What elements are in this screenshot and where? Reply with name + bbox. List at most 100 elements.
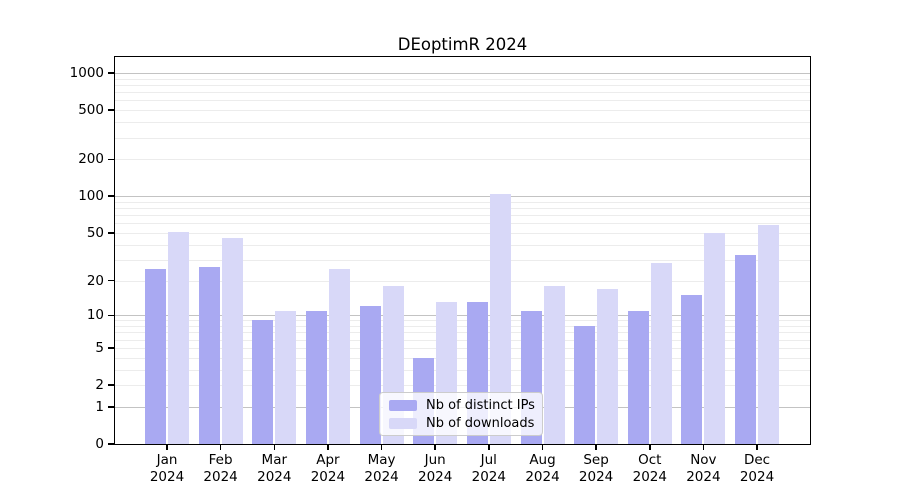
- bar-mar-downloads: [275, 310, 297, 444]
- x-tick-label: Jan 2024: [149, 452, 185, 485]
- gridline-minor: [115, 110, 810, 112]
- gridline-minor: [115, 369, 810, 371]
- y-tick-mark: [108, 195, 115, 197]
- x-tick-mark: [166, 444, 168, 450]
- gridline-minor: [115, 332, 810, 334]
- gridline-minor: [115, 208, 810, 209]
- x-tick-mark: [649, 444, 651, 450]
- x-tick-mark: [434, 444, 436, 450]
- gridline-minor: [115, 122, 810, 124]
- y-tick-mark: [108, 384, 115, 386]
- x-tick-label: Aug 2024: [525, 452, 560, 485]
- x-tick-mark: [595, 444, 597, 450]
- y-tick-label: 1: [95, 398, 104, 415]
- x-tick-mark: [380, 444, 383, 450]
- y-tick-label: 10: [86, 307, 104, 324]
- y-tick-label: 100: [78, 188, 104, 205]
- y-tick-mark: [108, 406, 115, 408]
- bar-sep-ips: [574, 326, 596, 444]
- bar-jul-downloads: [489, 194, 511, 444]
- gridline-minor: [115, 137, 810, 139]
- y-tick-label: 50: [86, 224, 104, 241]
- gridline-major: [115, 315, 810, 317]
- gridline-minor: [115, 357, 810, 359]
- x-tick-label: Feb 2024: [203, 452, 238, 485]
- bar-feb-ips: [198, 267, 220, 444]
- gridline-minor: [115, 320, 810, 322]
- x-tick-label: Oct 2024: [632, 452, 667, 485]
- gridline-minor: [115, 259, 810, 261]
- legend-item: Nb of downloads: [389, 415, 535, 431]
- y-tick-mark: [108, 347, 115, 349]
- gridline-minor: [115, 223, 810, 225]
- x-tick-label: Mar 2024: [257, 452, 292, 485]
- bar-dec-downloads: [758, 225, 779, 444]
- bar-may-ips: [359, 306, 381, 444]
- legend-swatch: [389, 399, 417, 411]
- x-tick-label: Dec 2024: [739, 452, 775, 485]
- gridline-minor: [115, 85, 810, 86]
- x-tick-label: Jun 2024: [418, 452, 453, 485]
- y-tick-mark: [108, 443, 115, 445]
- gridline-minor: [115, 232, 810, 234]
- gridline-minor: [115, 159, 810, 161]
- x-tick-label: May 2024: [364, 452, 399, 485]
- x-tick-mark: [273, 444, 275, 450]
- bar-jan-downloads: [168, 231, 189, 444]
- x-tick-mark: [756, 444, 758, 450]
- y-tick-label: 20: [86, 272, 104, 289]
- gridline-minor: [115, 244, 810, 246]
- x-tick-label: Sep 2024: [578, 452, 614, 485]
- gridline-minor: [115, 347, 810, 349]
- gridline-minor: [115, 215, 810, 217]
- y-tick-mark: [108, 158, 115, 160]
- legend-label: Nb of downloads: [426, 415, 535, 431]
- gridline-major: [115, 73, 810, 74]
- gridline-minor: [115, 92, 810, 94]
- x-tick-label: Nov 2024: [686, 452, 721, 485]
- gridline-major: [115, 196, 810, 198]
- bar-nov-ips: [681, 295, 703, 444]
- legend-label: Nb of distinct IPs: [426, 397, 535, 413]
- bar-nov-downloads: [704, 232, 726, 444]
- y-tick-label: 2: [95, 377, 104, 393]
- x-tick-mark: [541, 444, 544, 450]
- gridline-minor: [115, 201, 810, 203]
- plot-area: [115, 57, 810, 444]
- x-tick-label: Jul 2024: [471, 452, 506, 485]
- bar-oct-downloads: [650, 263, 672, 444]
- gridline-minor: [115, 78, 810, 80]
- gridline-minor: [115, 100, 810, 102]
- y-tick-label: 500: [78, 102, 104, 119]
- bar-sep-downloads: [597, 288, 619, 444]
- y-tick-label: 200: [78, 151, 104, 168]
- y-tick-mark: [108, 232, 115, 234]
- bar-apr-downloads: [328, 269, 350, 444]
- legend-swatch: [389, 417, 417, 429]
- x-tick-label: Apr 2024: [310, 452, 346, 485]
- y-tick-mark: [108, 279, 115, 282]
- y-tick-mark: [108, 109, 115, 111]
- legend-item: Nb of distinct IPs: [389, 397, 535, 413]
- gridline-minor: [115, 385, 810, 386]
- bar-feb-downloads: [221, 238, 243, 444]
- chart-title: DEoptimR 2024: [397, 35, 528, 54]
- x-tick-mark: [327, 444, 329, 450]
- bar-mar-ips: [252, 320, 274, 444]
- x-tick-mark: [702, 444, 705, 450]
- bar-jan-ips: [145, 269, 166, 444]
- y-tick-label: 0: [95, 436, 104, 452]
- gridline-minor: [115, 339, 810, 341]
- y-tick-mark: [108, 72, 115, 74]
- x-tick-mark: [219, 444, 222, 450]
- gridline-minor: [115, 280, 810, 282]
- legend: Nb of distinct IPs Nb of downloads: [379, 392, 543, 436]
- bar-oct-ips: [627, 310, 649, 444]
- x-tick-mark: [488, 444, 490, 450]
- gridline-minor: [115, 326, 810, 327]
- y-tick-label: 5: [95, 339, 104, 356]
- y-tick-mark: [108, 314, 115, 316]
- bar-apr-ips: [305, 310, 327, 444]
- bar-aug-downloads: [543, 285, 565, 444]
